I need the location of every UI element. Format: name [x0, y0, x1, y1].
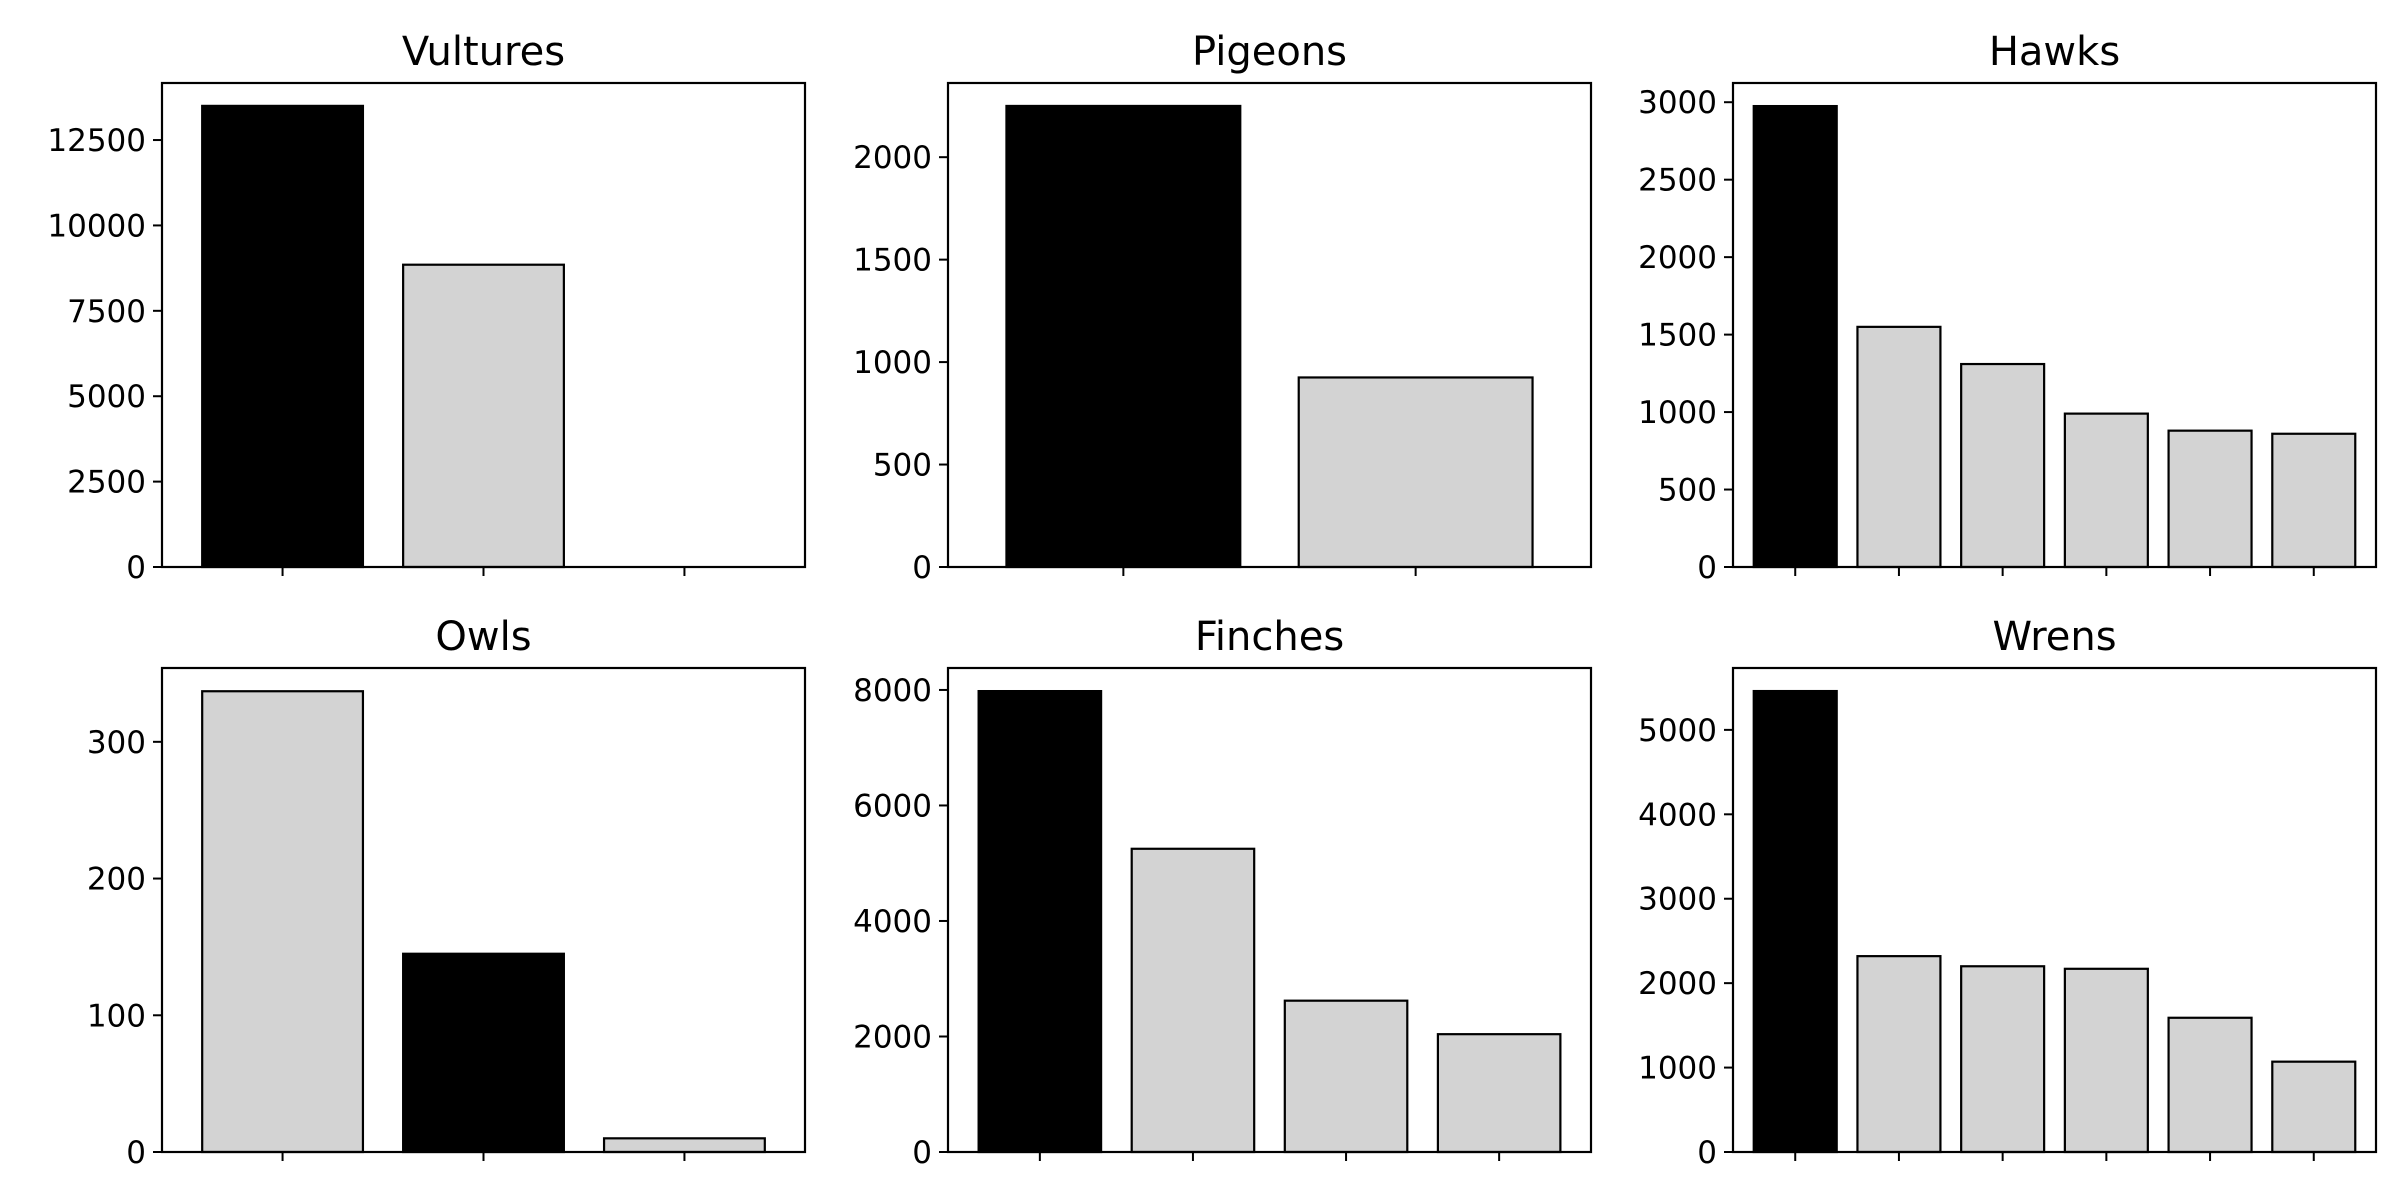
y-tick-label: 4000: [1638, 797, 1717, 833]
y-tick-label: 300: [87, 725, 146, 761]
y-tick-label: 0: [1697, 1135, 1717, 1171]
bar: [1960, 965, 2046, 1154]
y-tick-label: 2000: [1638, 966, 1717, 1002]
y-tick-label: 10000: [47, 208, 146, 244]
y-tick-label: 1500: [1638, 318, 1717, 354]
chart-panel: Hawks 0 500 1000 1500 2000 2500 3000: [1638, 29, 2378, 586]
y-tick-label: 7500: [67, 294, 146, 330]
y-tick-label: 3000: [1638, 882, 1717, 918]
bar: [402, 263, 565, 569]
bar: [201, 104, 365, 569]
chart-title: Hawks: [1989, 29, 2120, 75]
y-tick-label: 8000: [853, 673, 932, 709]
y-tick-label: 2000: [853, 1019, 932, 1055]
y-tick-label: 4000: [853, 904, 932, 940]
chart-panel: Owls 0 100 200 300: [87, 614, 807, 1171]
bar: [2271, 432, 2357, 569]
chart-title: Vultures: [402, 29, 565, 75]
y-tick-label: 6000: [853, 788, 932, 824]
chart-title: Finches: [1195, 614, 1344, 660]
y-tick-label: 0: [912, 1135, 932, 1171]
y-tick-label: 0: [1697, 550, 1717, 586]
bar: [2167, 1016, 2253, 1154]
y-tick-label: 2500: [1638, 163, 1717, 199]
y-tick-label: 12500: [47, 123, 146, 159]
bar: [201, 690, 365, 1154]
chart-panel: Wrens 0 1000 2000 3000 4000 5000: [1638, 614, 2378, 1171]
axes-frame: [946, 81, 1593, 569]
bar: [1436, 1033, 1562, 1154]
y-tick-label: 100: [87, 998, 146, 1034]
y-tick-label: 5000: [67, 379, 146, 415]
chart-panel: Vultures 0 2500 5000 7500 10000 12500: [47, 29, 807, 586]
y-tick-label: 1000: [1638, 1051, 1717, 1087]
bar: [2063, 412, 2149, 569]
y-tick-label: 2500: [67, 465, 146, 501]
y-tick-label: 200: [87, 862, 146, 898]
y-tick-label: 0: [126, 550, 146, 586]
chart-title: Pigeons: [1192, 29, 1347, 75]
bar: [1752, 104, 1838, 569]
y-tick-label: 0: [912, 550, 932, 586]
y-tick-label: 3000: [1638, 85, 1717, 121]
bar: [2271, 1060, 2357, 1154]
y-tick-label: 1000: [1638, 395, 1717, 431]
bar: [1960, 362, 2046, 569]
axes-frame: [1731, 81, 2378, 569]
bar: [602, 1137, 766, 1154]
y-tick-label: 500: [873, 448, 932, 484]
y-tick-label: 2000: [1638, 240, 1717, 276]
bar: [1856, 325, 1942, 569]
chart-title: Wrens: [1992, 614, 2116, 660]
y-tick-label: 5000: [1638, 713, 1717, 749]
bar: [1283, 999, 1409, 1154]
chart-title: Owls: [435, 614, 531, 660]
chart-panel: Finches 0 2000 4000 6000 8000: [853, 614, 1593, 1171]
y-tick-label: 1500: [853, 243, 932, 279]
y-tick-label: 2000: [853, 140, 932, 176]
axes-frame: [160, 666, 807, 1154]
bar: [977, 689, 1103, 1154]
bar: [1856, 955, 1942, 1154]
axes-frame: [160, 81, 807, 569]
bar: [402, 952, 565, 1154]
y-tick-label: 1000: [853, 345, 932, 381]
y-tick-label: 500: [1658, 473, 1717, 509]
bar: [2063, 967, 2149, 1154]
bar: [1005, 104, 1242, 569]
bar: [1297, 376, 1534, 569]
axes-frame: [946, 666, 1593, 1154]
y-tick-label: 0: [126, 1135, 146, 1171]
axes-frame: [1731, 666, 2378, 1154]
bar: [1752, 689, 1838, 1154]
bar: [1130, 847, 1256, 1154]
bar: [2167, 429, 2253, 569]
chart-panel: Pigeons 0 500 1000 1500 2000: [853, 29, 1593, 586]
